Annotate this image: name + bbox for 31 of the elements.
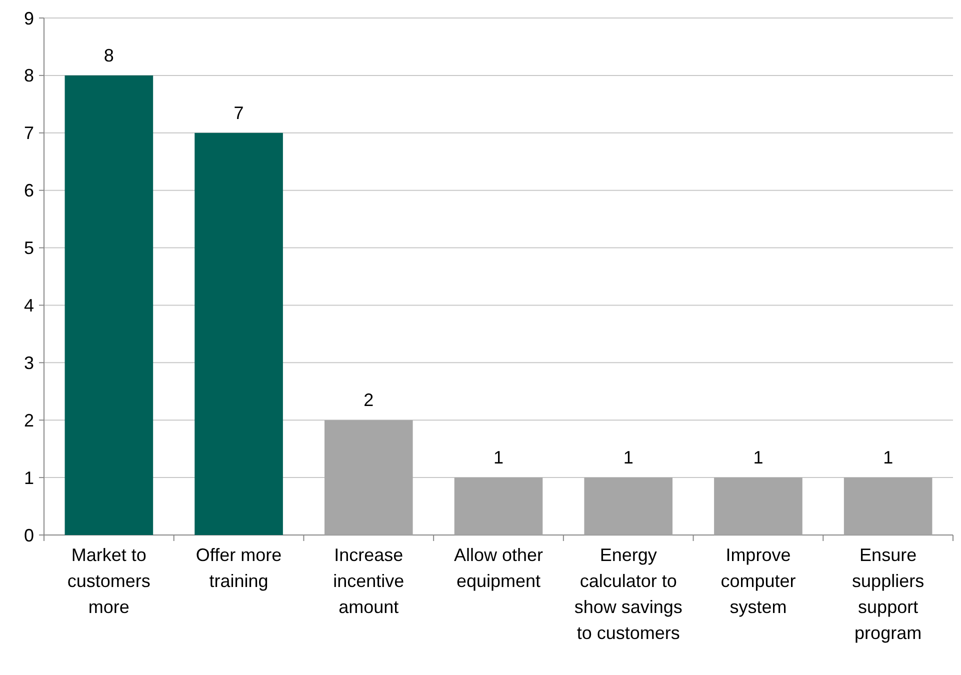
data-label: 1 xyxy=(623,448,634,468)
bar xyxy=(64,75,154,535)
x-tick-label: Increase incentive amount xyxy=(333,545,404,617)
y-tick-label: 8 xyxy=(24,66,34,86)
y-tick-label: 1 xyxy=(24,468,34,488)
y-tick-label: 2 xyxy=(24,410,34,430)
y-tick-label: 3 xyxy=(24,352,34,373)
x-tick-label: Offer more training xyxy=(196,545,282,591)
data-label: 1 xyxy=(753,448,764,468)
y-tick-label: 0 xyxy=(24,525,34,546)
bar xyxy=(844,478,932,535)
x-tick-label: Allow other equipment xyxy=(454,545,544,591)
y-tick-label: 4 xyxy=(24,296,34,316)
x-tick-label: Improve computer system xyxy=(720,545,796,617)
data-label: 7 xyxy=(234,102,244,123)
x-tick-label: Energy calculator to show savings to customers xyxy=(574,545,682,643)
x-tick-label: Ensure suppliers support program xyxy=(852,545,924,643)
data-label: 2 xyxy=(364,390,374,410)
bar xyxy=(584,478,673,535)
data-label: 1 xyxy=(883,448,894,468)
bar xyxy=(454,478,543,535)
x-tick-label: Market to customers more xyxy=(67,545,150,617)
data-label: 1 xyxy=(493,448,504,468)
y-tick-label: 9 xyxy=(24,8,34,28)
bar xyxy=(714,478,802,535)
bar xyxy=(194,132,283,535)
y-tick-label: 6 xyxy=(24,180,34,201)
bar xyxy=(324,420,413,535)
data-label: 8 xyxy=(104,45,114,66)
y-tick-label: 7 xyxy=(24,123,34,144)
y-tick-label: 5 xyxy=(24,238,34,258)
